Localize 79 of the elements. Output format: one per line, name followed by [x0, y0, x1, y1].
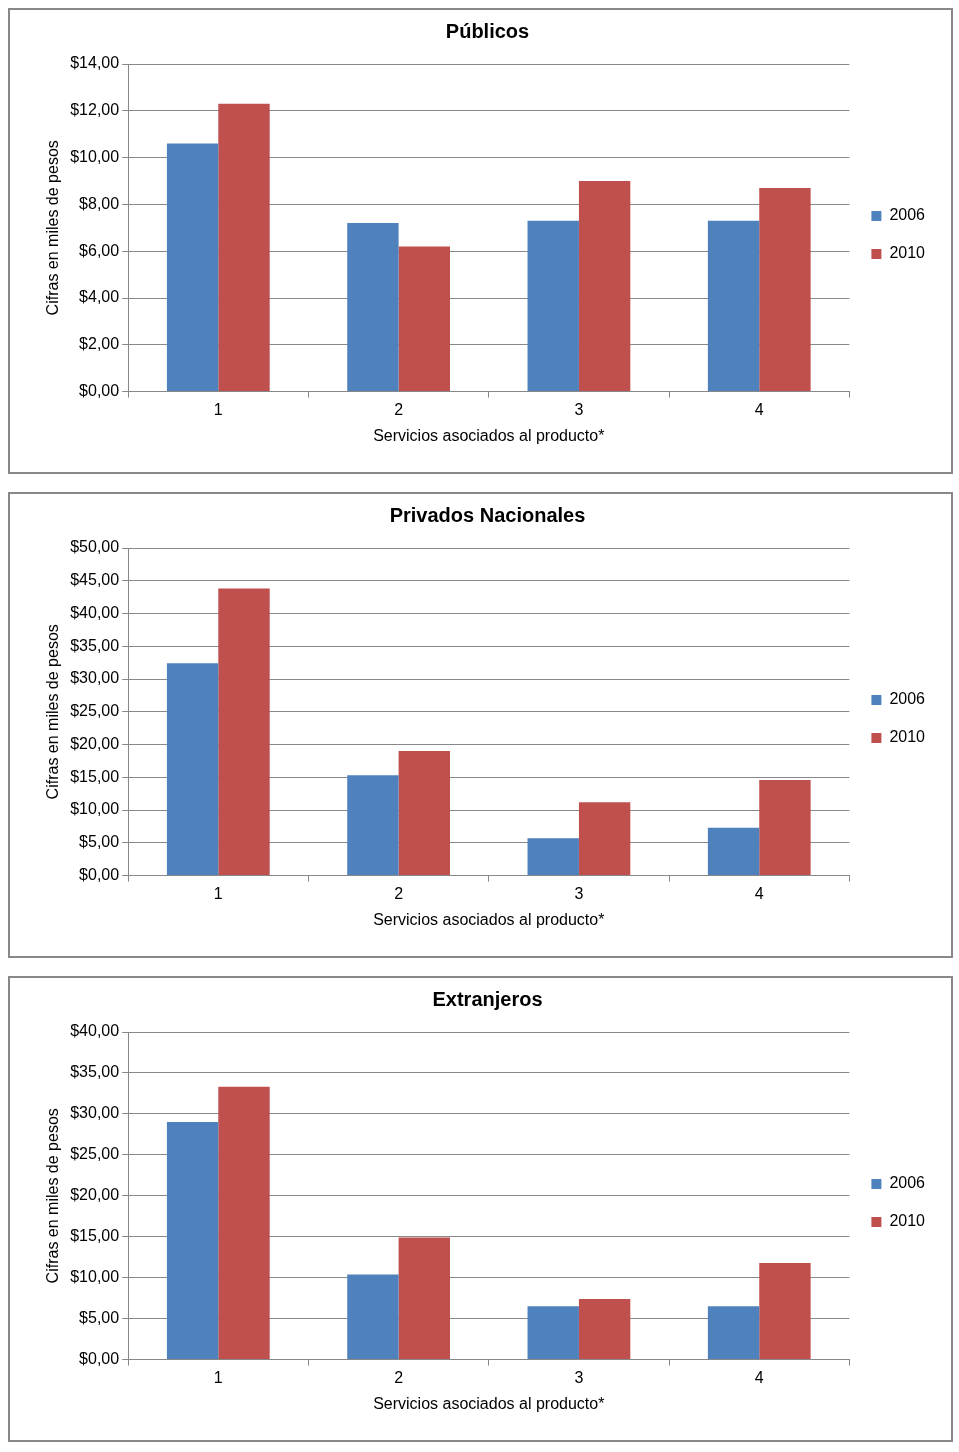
bar	[707, 827, 760, 876]
y-tick-label: $0,00	[79, 1350, 120, 1368]
y-tick-label: $5,00	[79, 1309, 120, 1327]
y-tick-label: $5,00	[79, 833, 120, 851]
y-tick-label: $8,00	[79, 194, 120, 212]
x-tick-label: 1	[213, 1368, 223, 1386]
x-tick-label: 3	[574, 400, 584, 418]
y-tick-label: $40,00	[70, 1022, 120, 1040]
y-tick-label: $45,00	[70, 571, 120, 589]
y-tick-label: $12,00	[70, 101, 120, 119]
y-tick-label: $50,00	[70, 538, 120, 556]
bar	[398, 1237, 450, 1360]
x-tick-label: 3	[574, 1368, 584, 1386]
bar	[166, 1122, 219, 1360]
bar	[166, 143, 219, 392]
bar	[166, 663, 219, 876]
y-tick-label: $0,00	[79, 382, 120, 400]
y-axis-title: Cifras en miles de pesos	[44, 1108, 62, 1284]
y-tick-label: $10,00	[70, 1268, 120, 1286]
bar	[398, 751, 450, 876]
bar	[218, 588, 270, 876]
bar	[578, 802, 631, 876]
y-tick-label: $40,00	[70, 603, 120, 621]
y-tick-label: $25,00	[70, 702, 120, 720]
legend-label: 2006	[889, 206, 926, 224]
bar	[347, 223, 399, 392]
y-tick-label: $35,00	[70, 636, 120, 654]
bar	[707, 1306, 760, 1360]
y-tick-label: $10,00	[70, 148, 120, 166]
y-tick-label: $2,00	[79, 335, 120, 353]
bar	[347, 1274, 399, 1360]
x-tick-label: 4	[754, 400, 764, 418]
x-tick-label: 1	[213, 884, 223, 902]
bar	[759, 188, 811, 392]
y-tick-label: $14,00	[70, 54, 120, 72]
x-tick-label: 4	[754, 1368, 764, 1386]
x-tick-label: 1	[213, 400, 223, 418]
y-tick-label: $20,00	[70, 734, 120, 752]
y-tick-label: $10,00	[70, 800, 120, 818]
bar	[759, 1262, 811, 1360]
y-tick-label: $15,00	[70, 1227, 120, 1245]
legend-label: 2006	[889, 690, 926, 708]
bar	[527, 1306, 579, 1360]
bar	[347, 775, 399, 876]
legend-label: 2010	[889, 1212, 926, 1230]
y-tick-label: $20,00	[70, 1186, 120, 1204]
bar	[218, 1086, 270, 1360]
x-tick-label: 4	[754, 884, 764, 902]
x-axis-title: Servicios asociados al producto*	[373, 910, 605, 928]
y-tick-label: $30,00	[70, 1104, 120, 1122]
legend-label: 2010	[889, 244, 926, 262]
bar	[398, 246, 450, 392]
x-tick-label: 2	[394, 400, 404, 418]
x-tick-label: 2	[394, 1368, 404, 1386]
legend-label: 2006	[889, 1174, 926, 1192]
y-tick-label: $4,00	[79, 288, 120, 306]
x-axis-title: Servicios asociados al producto*	[373, 1394, 605, 1412]
y-tick-label: $6,00	[79, 241, 120, 259]
bar	[527, 838, 579, 876]
y-axis-title: Cifras en miles de pesos	[44, 624, 62, 800]
bar	[578, 181, 631, 392]
y-tick-label: $0,00	[79, 866, 120, 884]
x-axis-title: Servicios asociados al producto*	[373, 426, 605, 444]
y-tick-label: $35,00	[70, 1063, 120, 1081]
chart-title: Públicos	[445, 19, 530, 42]
chart-title: Privados Nacionales	[389, 503, 586, 526]
x-tick-label: 2	[394, 884, 404, 902]
bar	[578, 1298, 631, 1360]
x-tick-label: 3	[574, 884, 584, 902]
bar	[707, 220, 760, 392]
y-axis-title: Cifras en miles de pesos	[44, 140, 62, 316]
y-tick-label: $30,00	[70, 669, 120, 687]
bar	[759, 779, 811, 876]
legend-label: 2010	[889, 728, 926, 746]
y-tick-label: $15,00	[70, 767, 120, 785]
chart-title: Extranjeros	[432, 987, 543, 1010]
y-tick-label: $25,00	[70, 1145, 120, 1163]
bar	[218, 103, 270, 392]
bar	[527, 220, 579, 392]
